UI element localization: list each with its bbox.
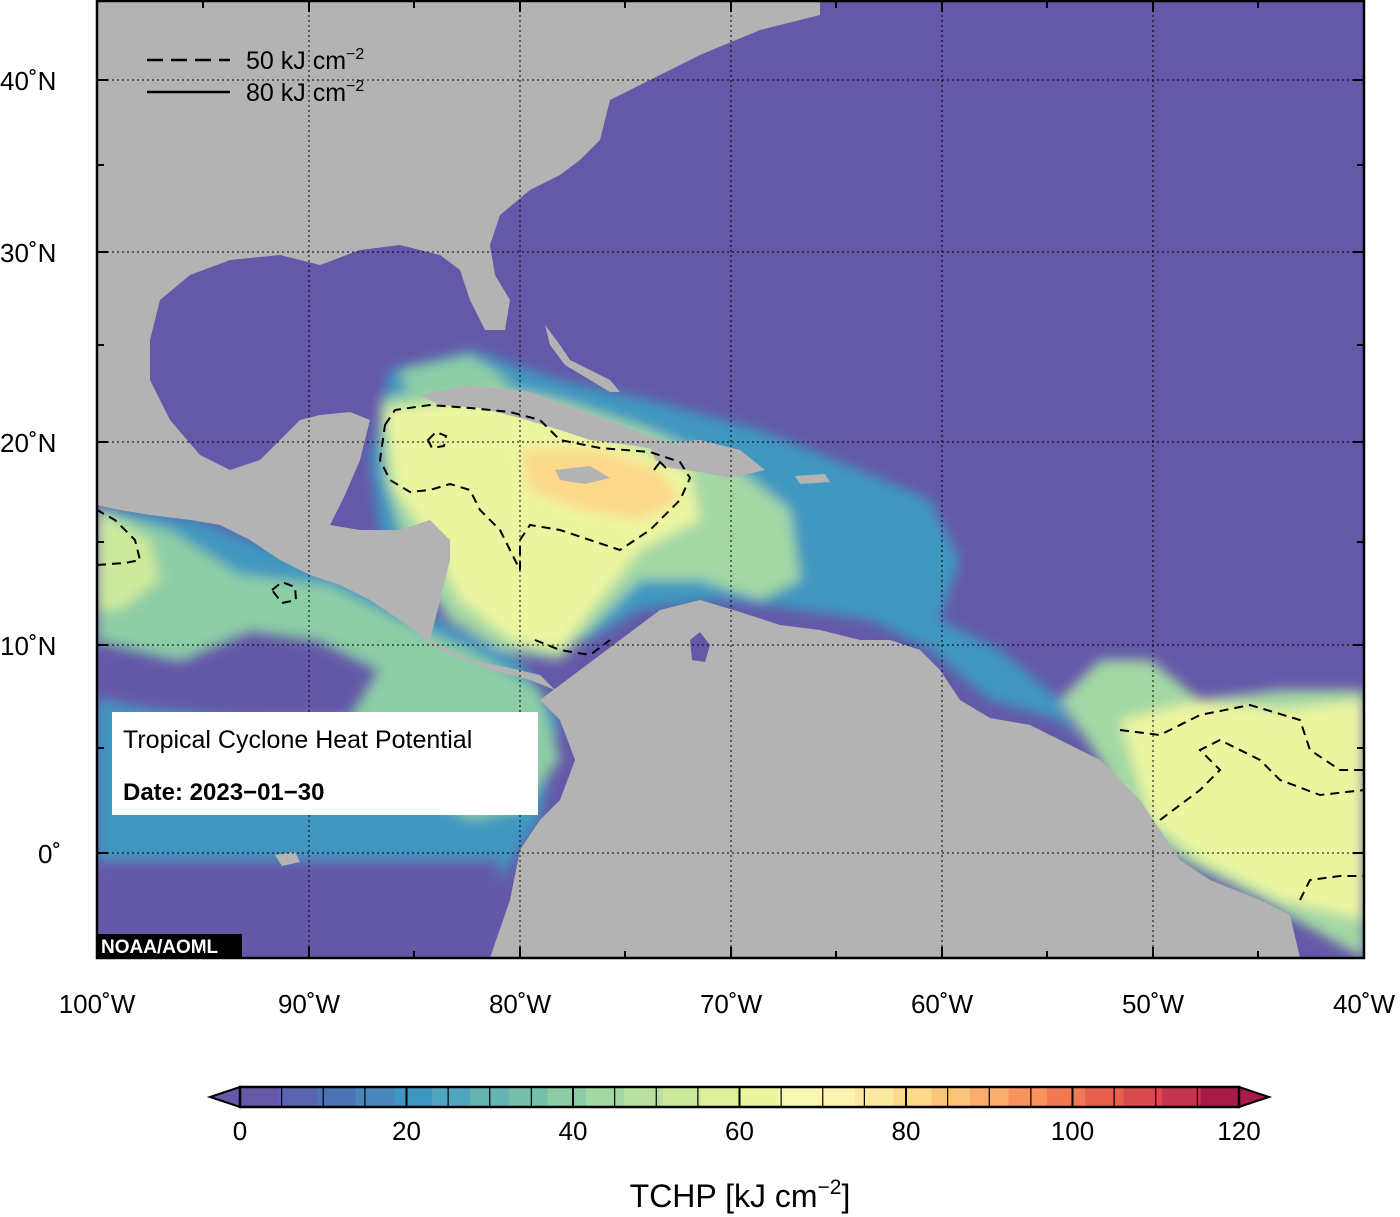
colorbar-cell [1200, 1087, 1240, 1107]
contour-50-caribbean [378, 403, 692, 571]
colorbar-cell [1008, 1087, 1048, 1107]
colorbar-arrow-low [206, 1085, 241, 1109]
tchp-atl-yellow [1120, 700, 1364, 920]
colorbar-cell [1085, 1087, 1125, 1107]
colorbar-cell [931, 1087, 971, 1107]
lat-label-10n: 10˚N [0, 631, 56, 661]
lon-label-50w: 50˚W [1122, 989, 1185, 1019]
land-north-america [97, 0, 820, 690]
colorbar: 0 20 40 60 80 100 120 TCHP [kJ cm−2] [206, 1085, 1273, 1214]
ticks [97, 1, 1364, 958]
colorbar-tick-label: 20 [392, 1116, 421, 1146]
tchp-carib-orange [520, 450, 680, 520]
lon-label-60w: 60˚W [911, 989, 974, 1019]
colorbar-cell [432, 1087, 472, 1107]
colorbar-tick-label: 120 [1217, 1116, 1260, 1146]
land-bahamas [545, 325, 620, 392]
colorbar-cell [240, 1087, 279, 1107]
colorbar-cell [1123, 1087, 1163, 1107]
info-box: Tropical Cyclone Heat Potential Date: 20… [112, 712, 538, 815]
colorbar-cell [393, 1087, 433, 1107]
lon-label-40w: 40˚W [1333, 989, 1396, 1019]
tchp-pacific-yellow [97, 510, 160, 610]
tchp-pacific-south [97, 860, 500, 958]
land-south-america [490, 600, 1300, 958]
colorbar-cell [1162, 1087, 1202, 1107]
colorbar-cell [624, 1087, 664, 1107]
lat-label-0: 0˚ [38, 839, 61, 869]
lon-label-90w: 90˚W [278, 989, 341, 1019]
colorbar-cell [854, 1087, 894, 1107]
colorbar-cell [585, 1087, 625, 1107]
colorbar-tick-label: 80 [892, 1116, 921, 1146]
tchp-pacific-low [97, 630, 380, 720]
info-title: Tropical Cyclone Heat Potential [123, 726, 472, 754]
lon-label-100w: 100˚W [59, 989, 136, 1019]
contour-50-spot [426, 430, 448, 450]
credit-background [97, 934, 242, 958]
contour-50-pacific [270, 580, 298, 605]
colorbar-cell [662, 1087, 702, 1107]
credit-label: NOAA/AOML [101, 937, 219, 958]
land [97, 0, 1300, 958]
colorbar-cell [547, 1087, 587, 1107]
lon-label-70w: 70˚W [700, 989, 763, 1019]
colorbar-arrow-high [1238, 1085, 1273, 1109]
colorbar-tick-label: 60 [725, 1116, 754, 1146]
legend-dashed-label: 50 kJ cm−2 [246, 46, 364, 75]
colorbar-title: TCHP [kJ cm−2] [630, 1176, 851, 1214]
land-cuba [420, 385, 690, 452]
land-puerto-rico [795, 474, 830, 484]
colorbar-cell [777, 1087, 817, 1107]
colorbar-cell [278, 1087, 318, 1107]
colorbar-cell [701, 1087, 740, 1107]
colorbar-tick-label: 100 [1051, 1116, 1094, 1146]
land-galapagos [275, 852, 300, 866]
contour-50-atlantic-a [1119, 703, 1364, 771]
colorbar-cell [1046, 1087, 1086, 1107]
map-area: 50 kJ cm−2 80 kJ cm−2 Tropical Cyclone H… [97, 0, 1364, 958]
colorbar-tick-label: 40 [559, 1116, 588, 1146]
contour-50-atlantic-c [1299, 875, 1364, 901]
contour-50-atlantic-b [1159, 738, 1364, 821]
lat-label-40n: 40˚N [0, 66, 56, 96]
colorbar-cell [508, 1087, 548, 1107]
colorbar-cell [355, 1087, 395, 1107]
lat-label-20n: 20˚N [0, 428, 56, 458]
lat-labels: 40˚N 30˚N 20˚N 10˚N 0˚ [0, 66, 61, 869]
contour-80-haiti [653, 460, 667, 471]
colorbar-cell [893, 1087, 933, 1107]
colorbar-cell [316, 1087, 356, 1107]
land-hispaniola [650, 440, 765, 478]
graticule [97, 0, 1364, 958]
lat-label-30n: 30˚N [0, 238, 56, 268]
info-date: Date: 2023−01−30 [123, 779, 325, 806]
contour-legend: 50 kJ cm−2 80 kJ cm−2 [147, 46, 364, 107]
lake-maracaibo [690, 632, 710, 662]
land-jamaica [555, 466, 610, 484]
legend-solid-label: 80 kJ cm−2 [246, 78, 364, 107]
lon-label-80w: 80˚W [489, 989, 552, 1019]
colorbar-tick-label: 0 [233, 1116, 247, 1146]
colorbar-cell [739, 1087, 779, 1107]
colorbar-cell [816, 1087, 856, 1107]
lon-labels: 100˚W 90˚W 80˚W 70˚W 60˚W 50˚W 40˚W [59, 989, 1396, 1019]
tchp-contours [97, 403, 1364, 901]
contour-50-pacific-west [97, 509, 142, 566]
